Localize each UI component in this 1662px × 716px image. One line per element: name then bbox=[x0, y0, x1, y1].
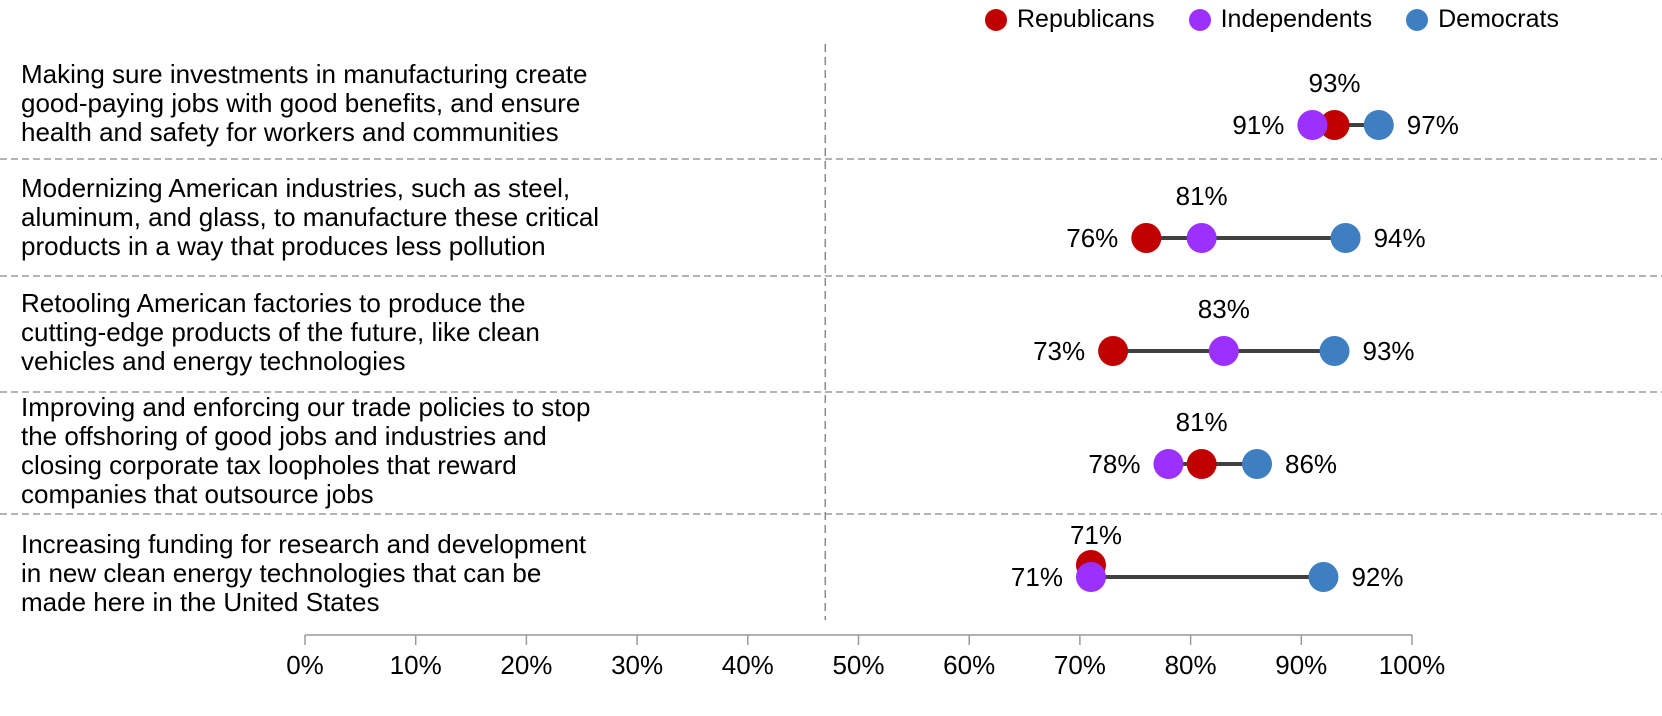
chart-legend: Republicans Independents Democrats bbox=[985, 5, 1559, 34]
value-label-independents-1: 91% bbox=[1232, 110, 1284, 140]
x-tick-label-3: 30% bbox=[611, 650, 663, 680]
dot-republicans-3 bbox=[1098, 336, 1129, 366]
value-label-republicans-2: 76% bbox=[1066, 223, 1118, 253]
x-tick-label-5: 50% bbox=[832, 650, 884, 680]
dot-democrats-2 bbox=[1330, 223, 1361, 253]
legend-independents-dot bbox=[1188, 8, 1211, 31]
x-tick-label-8: 80% bbox=[1165, 650, 1217, 680]
legend-item-republicans: Republicans bbox=[985, 5, 1155, 34]
x-tick-label-2: 20% bbox=[500, 650, 552, 680]
row-label-4: Improving and enforcing our trade polici… bbox=[21, 392, 591, 509]
x-tick-label-6: 60% bbox=[943, 650, 995, 680]
row-label-5: Increasing funding for research and deve… bbox=[21, 529, 587, 617]
value-label-republicans-4: 81% bbox=[1176, 407, 1228, 437]
dot-republicans-1 bbox=[1319, 110, 1350, 140]
dot-democrats-5 bbox=[1308, 562, 1339, 592]
x-tick-label-10: 100% bbox=[1379, 650, 1446, 680]
dot-democrats-1 bbox=[1363, 110, 1394, 140]
x-tick-label-7: 70% bbox=[1054, 650, 1106, 680]
value-label-democrats-3: 93% bbox=[1363, 336, 1415, 366]
value-label-democrats-4: 86% bbox=[1285, 449, 1337, 479]
value-label-republicans-3: 73% bbox=[1033, 336, 1085, 366]
value-label-republicans-1: 93% bbox=[1308, 68, 1360, 98]
row-label-3: Retooling American factories to produce … bbox=[21, 288, 540, 376]
x-tick-label-0: 0% bbox=[286, 650, 324, 680]
row-label-2: Modernizing American industries, such as… bbox=[21, 173, 600, 261]
value-label-independents-5: 71% bbox=[1011, 562, 1063, 592]
dot-democrats-3 bbox=[1319, 336, 1350, 366]
dot-independents-1 bbox=[1297, 110, 1328, 140]
dot-democrats-4 bbox=[1242, 449, 1273, 479]
value-label-independents-4: 78% bbox=[1088, 449, 1140, 479]
value-label-independents-3: 83% bbox=[1198, 294, 1250, 324]
legend-democrats-label: Democrats bbox=[1438, 5, 1559, 33]
dot-independents-4 bbox=[1153, 449, 1184, 479]
legend-democrats-dot bbox=[1406, 8, 1429, 31]
dot-independents-3 bbox=[1208, 336, 1239, 366]
value-label-independents-2: 81% bbox=[1176, 181, 1228, 211]
value-label-democrats-1: 97% bbox=[1407, 110, 1459, 140]
value-label-democrats-2: 94% bbox=[1374, 223, 1426, 253]
legend-item-democrats: Democrats bbox=[1406, 5, 1559, 34]
row-label-1: Making sure investments in manufacturing… bbox=[21, 59, 588, 147]
legend-independents-label: Independents bbox=[1220, 5, 1373, 33]
legend-item-independents: Independents bbox=[1188, 5, 1373, 34]
legend-republicans-label: Republicans bbox=[1017, 5, 1155, 33]
dot-republicans-4 bbox=[1186, 449, 1217, 479]
dot-independents-2 bbox=[1186, 223, 1217, 253]
dot-independents-5 bbox=[1075, 562, 1106, 592]
legend-republicans-dot bbox=[985, 8, 1007, 31]
value-label-republicans-5: 71% bbox=[1070, 520, 1122, 550]
x-tick-label-4: 40% bbox=[722, 650, 774, 680]
value-label-democrats-5: 92% bbox=[1351, 562, 1403, 592]
x-tick-label-9: 90% bbox=[1275, 650, 1327, 680]
x-tick-label-1: 10% bbox=[390, 650, 442, 680]
dot-republicans-2 bbox=[1131, 223, 1162, 253]
